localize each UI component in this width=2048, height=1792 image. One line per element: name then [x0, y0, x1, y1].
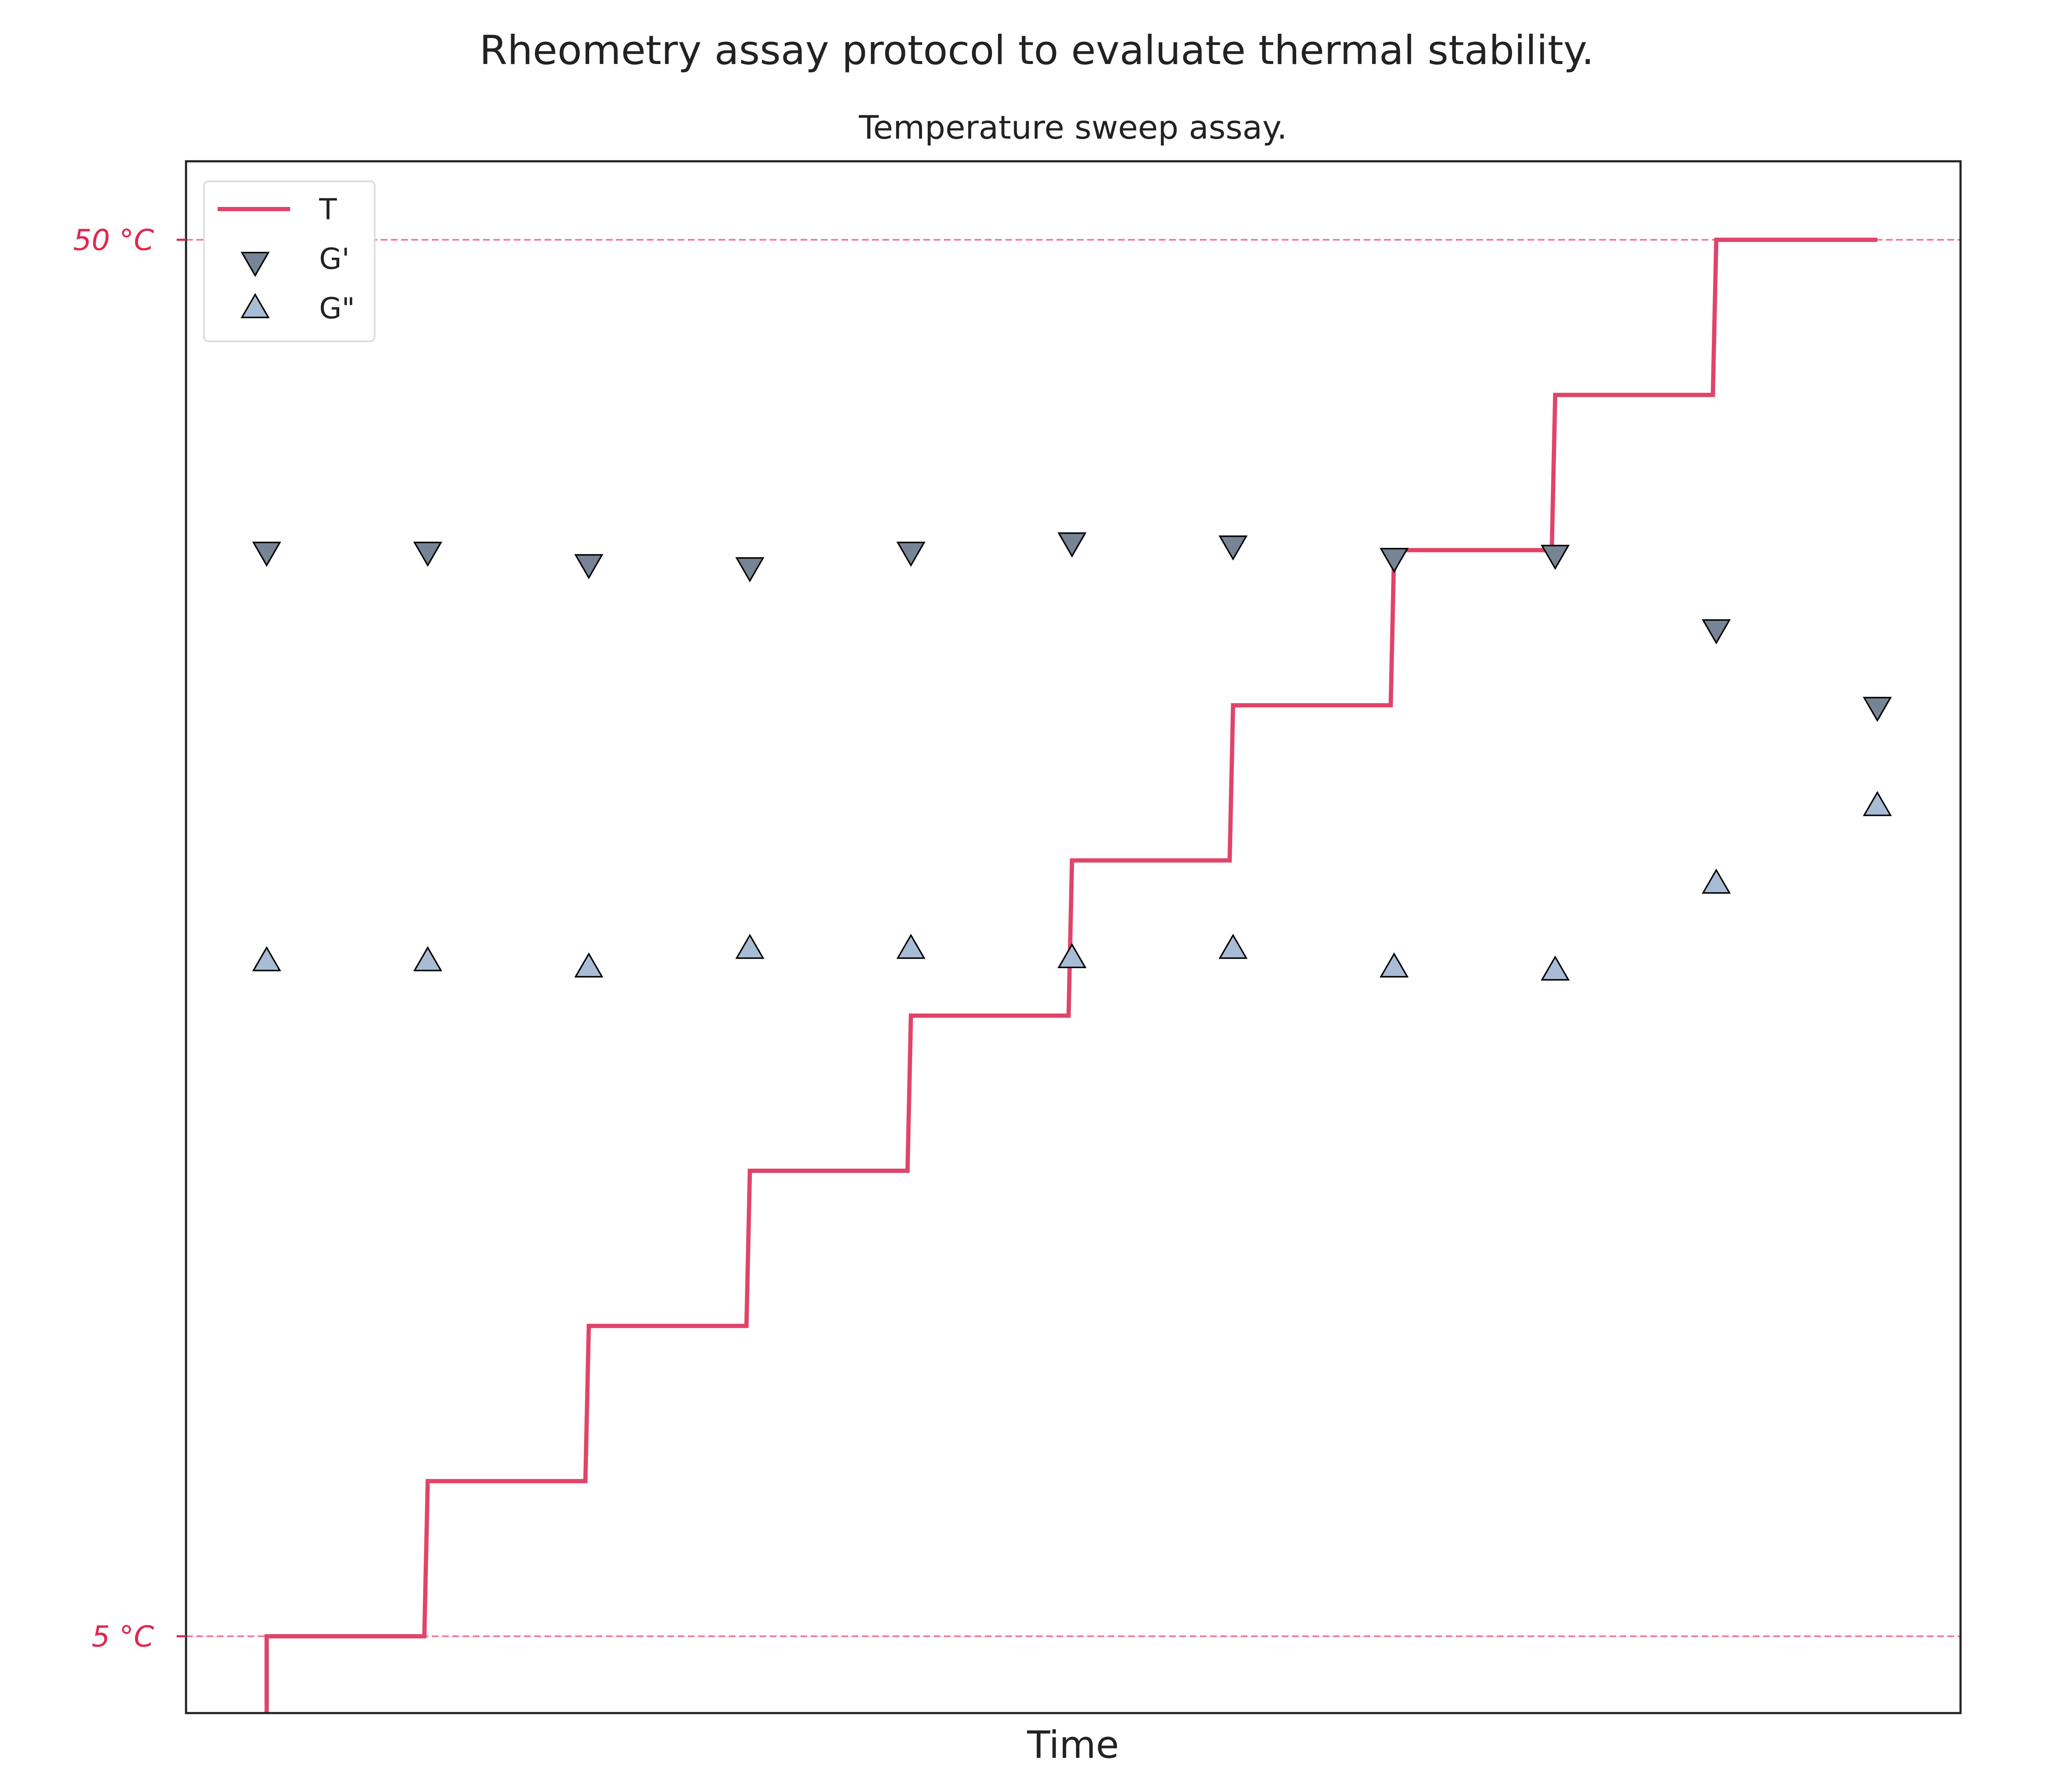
legend-box	[203, 180, 375, 342]
y-axis-ticks: 5 °C 50 °C	[73, 224, 186, 1654]
figure-title: Rheometry assay protocol to evaluate the…	[480, 27, 1594, 74]
storage-modulus-point	[1862, 697, 1892, 722]
temperature-step-line	[265, 238, 1877, 1713]
loss-modulus-point	[1057, 943, 1087, 969]
legend-loss-modulus-marker	[240, 293, 270, 318]
storage-modulus-point	[252, 541, 282, 567]
storage-modulus-point	[1540, 544, 1570, 570]
loss-modulus-point	[252, 946, 282, 972]
storage-modulus-point	[574, 554, 604, 579]
loss-modulus-point	[1702, 868, 1731, 894]
loss-modulus-point	[1862, 791, 1892, 816]
loss-modulus-point	[896, 934, 926, 959]
loss-modulus-point	[574, 952, 604, 977]
loss-modulus-point	[1540, 955, 1570, 981]
reference-lines	[186, 239, 1961, 1637]
loss-modulus-point	[1379, 952, 1409, 977]
storage-modulus-point	[735, 557, 765, 582]
series-loss-modulus	[252, 791, 1892, 981]
storage-modulus-point	[1218, 535, 1248, 561]
x-axis-label: Time	[1027, 1723, 1119, 1767]
storage-modulus-point	[1379, 548, 1409, 573]
legend-label-temperature: T	[319, 193, 337, 227]
legend-label-storage-modulus: G'	[319, 242, 349, 276]
y-tick-label: 50 °C	[73, 224, 154, 257]
storage-modulus-point	[413, 541, 442, 567]
series-temperature	[265, 238, 1877, 1713]
y-tick-label: 5 °C	[92, 1620, 154, 1654]
storage-modulus-point	[896, 541, 926, 567]
legend-label-loss-modulus: G"	[319, 292, 355, 326]
legend: T G' G"	[203, 180, 375, 342]
plot-area: 5 °C 50 °C	[73, 160, 1962, 1714]
plot-frame	[185, 160, 1962, 1714]
loss-modulus-point	[1218, 934, 1248, 959]
legend-storage-modulus-marker	[240, 252, 270, 277]
loss-modulus-point	[735, 934, 765, 959]
series-storage-modulus	[252, 532, 1892, 722]
storage-modulus-point	[1702, 619, 1731, 645]
loss-modulus-point	[413, 946, 442, 972]
storage-modulus-point	[1057, 532, 1087, 558]
chart-title: Temperature sweep assay.	[858, 108, 1287, 146]
